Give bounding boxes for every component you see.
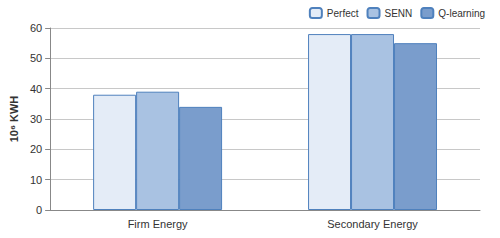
svg-text:0: 0 — [36, 204, 42, 216]
svg-text:Perfect: Perfect — [327, 8, 359, 19]
svg-text:10: 10 — [30, 174, 42, 186]
svg-text:Firm Energy: Firm Energy — [128, 218, 188, 230]
svg-text:40: 40 — [30, 83, 42, 95]
svg-text:Q-learning: Q-learning — [438, 8, 485, 19]
svg-text:30: 30 — [30, 113, 42, 125]
svg-text:20: 20 — [30, 143, 42, 155]
svg-text:10⁶ KWH: 10⁶ KWH — [8, 96, 20, 143]
svg-text:60: 60 — [30, 22, 42, 34]
svg-text:50: 50 — [30, 52, 42, 64]
svg-text:Secondary Energy: Secondary Energy — [327, 218, 418, 230]
svg-text:SENN: SENN — [385, 8, 413, 19]
